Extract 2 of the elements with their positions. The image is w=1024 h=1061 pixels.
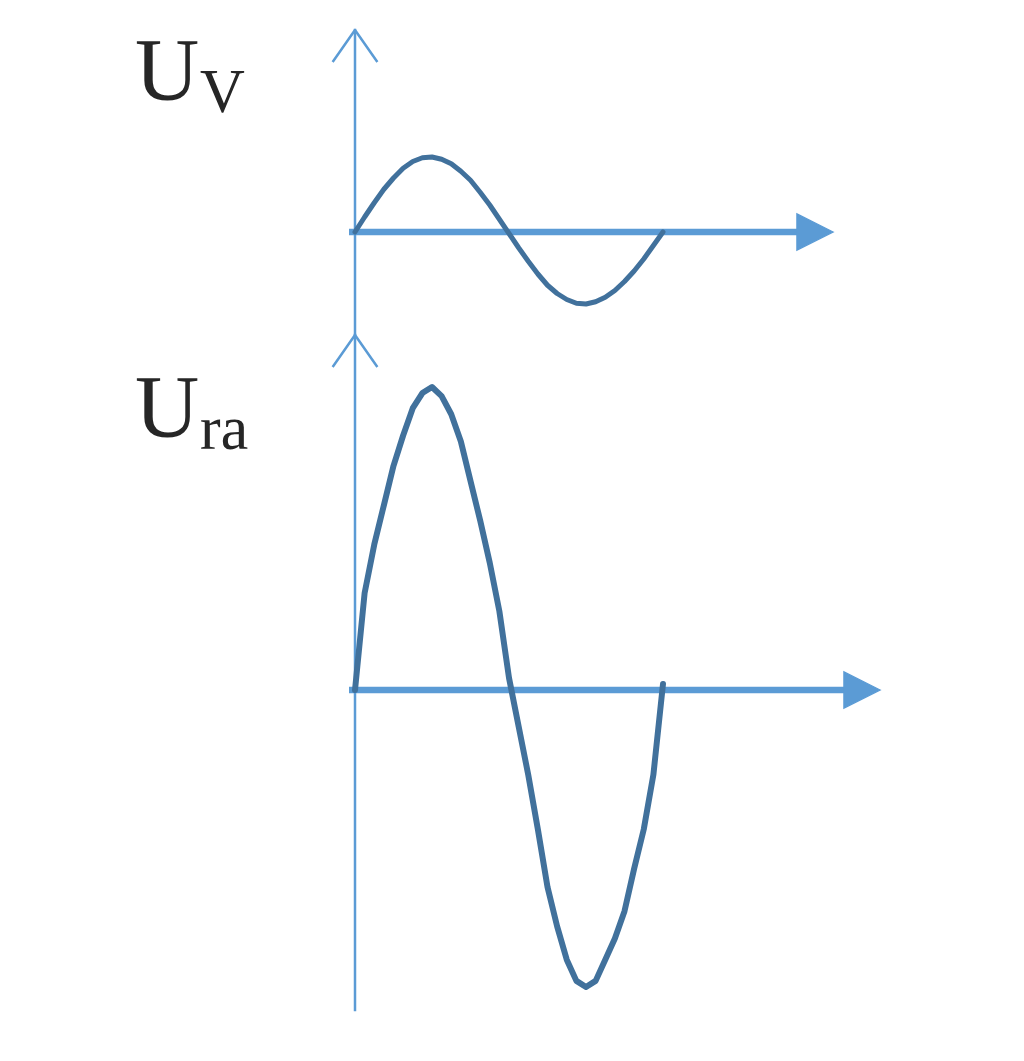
y-axis-title: U$_{ra}$ [136,378,248,450]
y-axis-title: U$_{V}$ [136,41,245,113]
